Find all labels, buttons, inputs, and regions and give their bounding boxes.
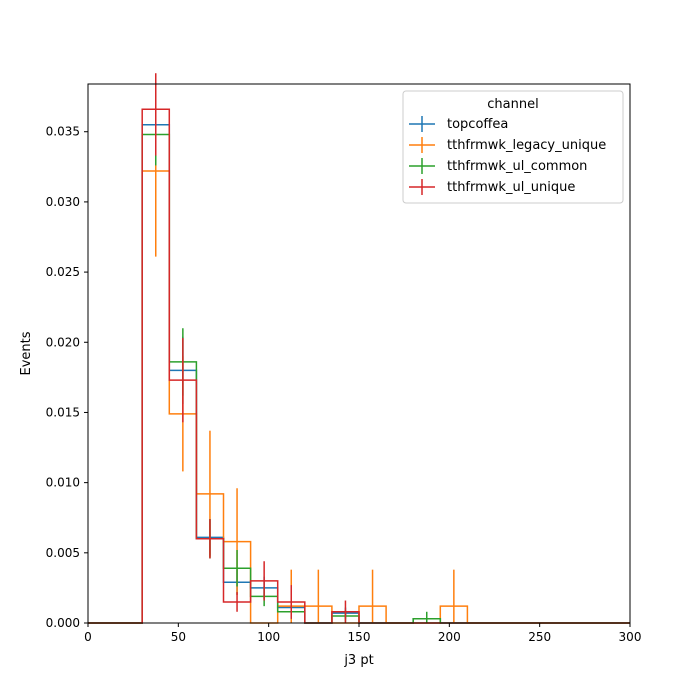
x-tick-label: 0 [84, 630, 92, 644]
legend-entry-label: tthfrmwk_ul_unique [447, 180, 575, 195]
legend-box [402, 90, 624, 204]
legend-entry-label: topcoffea [447, 117, 508, 132]
y-tick-label: 0.000 [46, 616, 80, 630]
y-tick-label: 0.015 [46, 405, 80, 419]
y-tick-label: 0.030 [46, 195, 80, 209]
y-axis-label: Events [19, 331, 34, 375]
x-tick-label: 150 [348, 630, 371, 644]
x-tick-label: 200 [438, 630, 461, 644]
legend-title: channel [487, 97, 538, 112]
y-tick-label: 0.025 [46, 265, 80, 279]
y-tick-label: 0.035 [46, 125, 80, 139]
x-tick-label: 100 [257, 630, 280, 644]
legend-entry-label: tthfrmwk_legacy_unique [447, 138, 606, 153]
y-tick-label: 0.020 [46, 335, 80, 349]
legend-entry-label: tthfrmwk_ul_common [447, 159, 587, 174]
y-tick-label: 0.005 [46, 546, 80, 560]
x-tick-label: 250 [528, 630, 551, 644]
axes: 0 50 100 150 200 250 300 0.000 0.005 0.010 0.015 0.… [46, 83, 642, 644]
legend: channel topcoffea tthfrmwk_legacy_uniquet… [402, 90, 624, 204]
x-tick-label: 300 [619, 630, 642, 644]
x-axis-label: j3 pt [343, 653, 373, 668]
x-tick-label: 50 [171, 630, 186, 644]
y-tick-label: 0.010 [46, 476, 80, 490]
